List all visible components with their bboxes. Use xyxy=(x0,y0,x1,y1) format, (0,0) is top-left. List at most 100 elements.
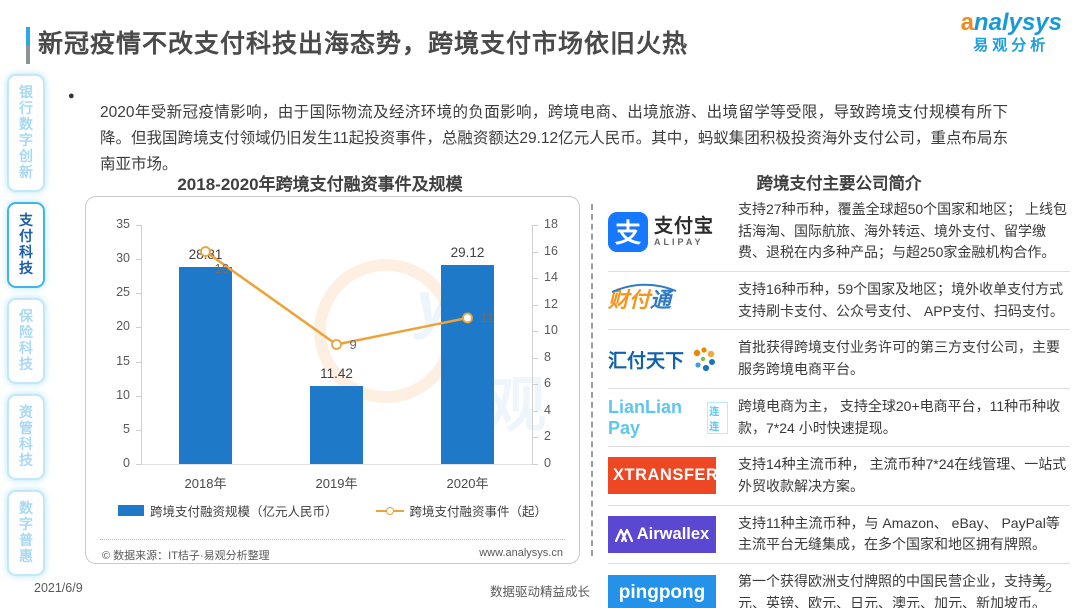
legend-item-line: 跨境支付融资事件（起） xyxy=(375,501,547,520)
footer-page-number: 22 xyxy=(1038,581,1052,595)
right-axis-tick xyxy=(532,331,538,333)
right-axis-tick xyxy=(532,278,538,280)
huifutianxia-logo: 汇付天下 xyxy=(608,345,728,373)
left-axis-tick xyxy=(136,225,142,226)
left-axis-tick-label: 0 xyxy=(123,456,130,470)
analysys-url[interactable]: www.analysys.cn xyxy=(479,547,563,559)
chart-card: ys 观 0510152025303502468101214161828.811… xyxy=(85,196,580,564)
footer-date: 2021/6/9 xyxy=(34,581,83,595)
company-desc: 支持11种主流币种，与 Amazon、 eBay、 PayPal等主流平台无缝集… xyxy=(738,514,1060,553)
sidebar-item-asset-tech[interactable]: 资管科技 xyxy=(7,394,45,480)
sidebar-item-insurance-tech[interactable]: 保险科技 xyxy=(7,298,45,384)
title-accent-bar xyxy=(26,27,30,64)
chart-line-series xyxy=(200,246,473,350)
analysys-logo: analysys 易观分析 xyxy=(961,10,1062,56)
summary-paragraph: 2020年受新冠疫情影响，由于国际物流及经济环境的负面影响，跨境电商、出境旅游、… xyxy=(100,103,1008,173)
footer-slogan: 数据驱动精益成长 xyxy=(489,585,590,599)
data-source-note: © 数据来源：IT桔子·易观分析整理 xyxy=(102,550,270,562)
left-axis-tick xyxy=(136,327,142,329)
vertical-dashed-divider xyxy=(591,204,593,556)
line-point-marker xyxy=(462,312,473,324)
left-axis-tick xyxy=(136,293,142,295)
right-axis-tick-label: 16 xyxy=(544,243,558,258)
chart-title: 2018-2020年跨境支付融资事件及规模 xyxy=(177,175,463,194)
legend-item-bar: 跨境支付融资规模（亿元人民币） xyxy=(117,501,338,520)
x-axis-category-label: 2019年 xyxy=(315,476,358,491)
right-axis-tick xyxy=(532,384,538,386)
airwallex-mark-icon xyxy=(614,528,633,542)
company-row-xtransfer: XTRANSFER 支持14种主流币种， 主流币种7*24在线管理、一站式外贸收… xyxy=(608,447,1070,506)
right-axis-tick-label: 18 xyxy=(544,217,558,231)
right-axis-tick-label: 10 xyxy=(544,323,558,338)
company-desc: 支持27种币种，覆盖全球超50个国家和地区； 上线包括海淘、国际航旅、海外转运、… xyxy=(738,201,1068,261)
left-axis-tick-label: 35 xyxy=(116,217,130,231)
right-axis-tick xyxy=(532,304,538,306)
company-desc: 支持16种币种，59个国家及地区；境外收单支付方式支持刷卡支付、公众号支付、 A… xyxy=(738,281,1064,319)
right-axis-tick xyxy=(532,410,538,412)
xtransfer-logo: XTRANSFER xyxy=(608,457,728,495)
analysys-logo-wordmark: analysys xyxy=(960,9,1062,36)
company-row-pingpong: pingpong 第一个获得欧洲支付牌照的中国民营企业，支持美元、英镑、欧元、日… xyxy=(608,564,1070,608)
tenpay-swoosh-icon xyxy=(611,283,677,293)
right-axis-tick-label: 0 xyxy=(544,456,551,470)
sidebar-item-digital-inclusion[interactable]: 数字普惠 xyxy=(7,490,45,576)
company-row-huifutianxia: 汇付天下 首批获得跨境支付业务许可的第三方支付公司，主要服务跨境电商平台。 xyxy=(608,330,1070,389)
left-axis-tick-label: 15 xyxy=(116,353,130,368)
line-value-label: 16 xyxy=(214,260,229,276)
x-axis-category-label: 2018年 xyxy=(184,476,227,491)
right-axis-tick-label: 8 xyxy=(544,349,551,364)
alipay-logo: 支 支付宝 ALIPAY xyxy=(608,211,728,252)
company-row-alipay: 支 支付宝 ALIPAY 支持27种币种，覆盖全球超50个国家和地区； 上线包括… xyxy=(608,192,1070,273)
chart-divider xyxy=(100,539,565,540)
right-axis-tick-label: 14 xyxy=(544,270,558,285)
left-axis-tick-label: 5 xyxy=(123,421,130,436)
alipay-icon: 支 xyxy=(608,211,648,252)
line-point-marker xyxy=(200,246,211,257)
company-desc: 跨境电商为主， 支持全球20+电商平台，11种币种收款，7*24 小时快速提现。 xyxy=(738,397,1061,436)
left-axis-tick xyxy=(136,429,142,431)
right-axis-tick-label: 4 xyxy=(544,402,551,417)
page-title: 新冠疫情不改支付科技出海态势，跨境支付市场依旧火热 xyxy=(38,30,689,58)
lianlianpay-logo: LianLian Pay 连连 xyxy=(608,397,728,439)
bar-swatch-icon xyxy=(117,505,144,516)
left-axis-tick-label: 20 xyxy=(116,319,130,334)
bar-value-label: 29.12 xyxy=(450,245,485,261)
pingpong-logo: pingpong xyxy=(608,574,728,608)
line-point-marker xyxy=(331,339,342,350)
bullet-icon: ● xyxy=(68,90,75,102)
line-swatch-icon xyxy=(375,506,404,515)
company-desc: 首批获得跨境支付业务许可的第三方支付公司，主要服务跨境电商平台。 xyxy=(738,339,1060,378)
company-desc: 第一个获得欧洲支付牌照的中国民营企业，支持美元、英镑、欧元、日元、澳元、加元、新… xyxy=(738,572,1046,608)
airwallex-logo: Airwallex xyxy=(608,515,728,553)
left-axis-tick-label: 25 xyxy=(116,285,130,300)
left-axis-tick-label: 10 xyxy=(116,387,130,402)
chart-legend: 跨境支付融资规模（亿元人民币） 跨境支付融资事件（起） xyxy=(86,501,579,520)
right-axis-tick-label: 6 xyxy=(544,376,551,391)
right-axis-tick-label: 2 xyxy=(544,429,551,444)
company-row-airwallex: Airwallex 支持11种主流币种，与 Amazon、 eBay、 PayP… xyxy=(608,506,1070,564)
companies-list: 支 支付宝 ALIPAY 支持27种币种，覆盖全球超50个国家和地区； 上线包括… xyxy=(608,192,1070,608)
line-value-label: 11 xyxy=(480,309,495,325)
chart-bar xyxy=(179,267,232,464)
huifu-pinwheel-icon xyxy=(693,347,716,372)
line-value-label: 9 xyxy=(349,336,357,352)
left-axis-tick-label: 30 xyxy=(116,251,130,266)
sidebar-item-payment-tech[interactable]: 支付科技 xyxy=(7,202,45,288)
chart-bar xyxy=(310,386,363,464)
companies-panel-title: 跨境支付主要公司简介 xyxy=(756,175,922,193)
sidebar-item-banking-digital[interactable]: 银行数字创新 xyxy=(7,74,45,192)
company-desc: 支持14种主流币种， 主流币种7*24在线管理、一站式外贸收款解决方案。 xyxy=(738,456,1067,494)
left-axis-tick xyxy=(136,464,142,465)
chart-bar xyxy=(441,265,494,464)
left-axis-tick xyxy=(136,259,142,261)
x-axis-category-label: 2020年 xyxy=(446,476,489,491)
bar-value-label: 11.42 xyxy=(320,366,353,382)
right-axis-tick xyxy=(532,437,538,439)
category-sidebar: 银行数字创新 支付科技 保险科技 资管科技 数字普惠 xyxy=(7,74,47,576)
right-axis-tick xyxy=(532,251,538,253)
right-axis-tick xyxy=(532,225,538,226)
analysys-logo-chinese: 易观分析 xyxy=(973,37,1050,54)
right-axis-tick xyxy=(532,464,538,465)
right-axis-tick-label: 12 xyxy=(544,296,558,311)
